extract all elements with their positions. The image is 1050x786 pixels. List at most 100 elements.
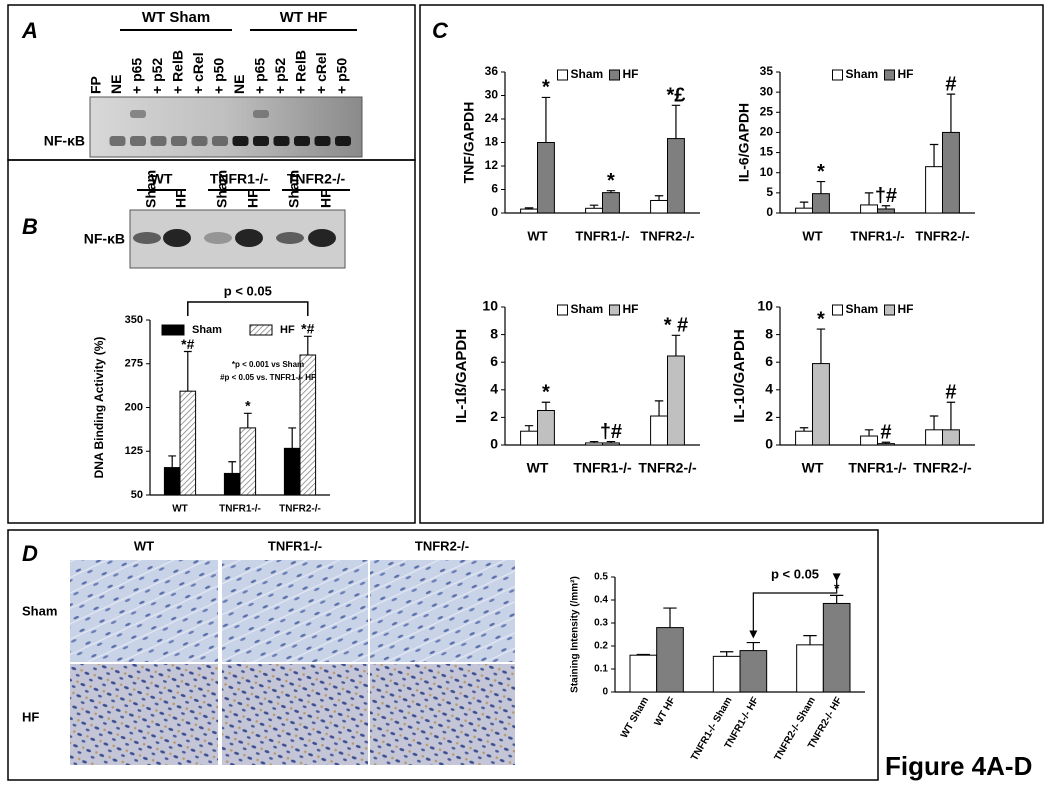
y-tick-label: 25 [760,104,774,118]
bar [179,390,197,496]
legend-label: HF [280,324,295,336]
bar [239,427,257,496]
bar [283,447,301,496]
x-tick-label: TNFR1-/- [219,504,261,515]
gel-band [171,136,187,146]
group-label: WT [151,171,173,187]
x-tick-label: TNFR2-/- [913,460,972,476]
significance-mark: †# [600,421,622,443]
y-tick-label: 50 [131,489,143,501]
error-bar [881,441,891,444]
x-tick-label: WT [802,460,824,476]
y-tick-label: 10 [760,165,774,179]
x-tick-label: WT [527,460,549,476]
bar [656,627,684,693]
histology-image [70,664,218,765]
legend-label: Sham [571,302,604,316]
blot-band [133,232,161,244]
significance-mark: * [245,398,251,414]
y-tick-label: 5 [766,185,773,199]
significance-mark: # [945,73,956,95]
significance-mark: # [880,422,891,444]
x-tick-label: TNFR1-/- [575,228,629,243]
x-tick-label: WT [172,504,188,515]
significance-mark: *# [301,321,314,337]
legend-swatch [249,324,273,336]
error-bar [799,201,809,209]
y-tick-label: 15 [760,145,774,159]
bar [796,644,824,693]
gel-band [273,136,290,146]
blot-band [235,229,263,247]
error-bar [799,427,809,432]
gel-band [150,136,167,146]
error-bar [606,190,616,193]
y-tick-label: 24 [485,111,499,125]
y-tick-label: 0 [766,205,773,219]
legend-swatch [884,69,895,81]
panel-letter: A [21,18,38,43]
histology-image [370,560,515,662]
x-tick-label: TNFR2-/- [640,228,694,243]
legend-swatch [832,304,843,316]
legend-label: HF [623,67,639,81]
lane-label: + cRel [313,52,329,94]
bar [795,207,813,214]
y-tick-label: 30 [760,84,774,98]
lane-label: Sham [214,170,230,208]
x-tick-label: TNFR2-/- [638,460,697,476]
y-axis-label: IL-1ß/GAPDH [453,329,470,423]
gel-band [232,136,249,146]
x-tick-label: WT [527,228,547,243]
error-bar [303,335,312,355]
significance-mark: * [542,382,550,404]
y-tick-label: 0 [491,205,498,219]
error-bar [589,440,599,443]
error-bar [830,594,844,604]
lane-label: Sham [286,170,302,208]
y-tick-label: 10 [757,298,773,314]
bar [520,430,538,446]
error-bar [228,461,237,474]
column-label: WT [134,538,154,553]
blot-band [308,229,336,247]
error-bar [746,641,760,651]
x-tick-label: WT [802,228,822,243]
error-bar [654,195,664,201]
y-tick-label: 10 [482,298,498,314]
blot-band [204,232,232,244]
y-tick-label: 200 [125,401,143,413]
gel-band [212,136,228,146]
y-tick-label: 4 [765,381,773,397]
blot-band [276,232,304,244]
legend-swatch [832,69,843,81]
y-tick-label: 0.3 [594,618,608,629]
legend-label: Sham [846,67,879,81]
y-tick-label: 350 [125,314,143,326]
bar [602,192,620,214]
legend-label: HF [898,67,914,81]
y-tick-label: 8 [765,325,773,341]
error-bar [606,440,616,443]
panel-c-frame [419,4,1044,524]
histology-image [222,664,368,765]
lane-label: Sham [143,170,159,208]
layout: A B C D Figure 4A-D NF-κB NF-κB [7,4,1044,781]
bar [860,435,878,446]
gel-band [294,136,310,146]
bar [942,429,960,446]
lane-label: + RelB [170,50,186,94]
y-tick-label: 4 [490,381,498,397]
error-bar [864,192,874,205]
bar [667,355,685,446]
histology-image [70,560,218,662]
lane-label: + p52 [149,58,165,94]
y-tick-label: 6 [490,353,498,369]
bracket-label: p < 0.05 [224,283,272,298]
error-bar [864,429,874,437]
y-tick-label: 18 [485,135,499,149]
y-tick-label: 0.5 [594,572,608,583]
bar [877,208,895,214]
y-axis-label: DNA Binding Activity (%) [92,337,106,479]
bar [712,655,741,693]
